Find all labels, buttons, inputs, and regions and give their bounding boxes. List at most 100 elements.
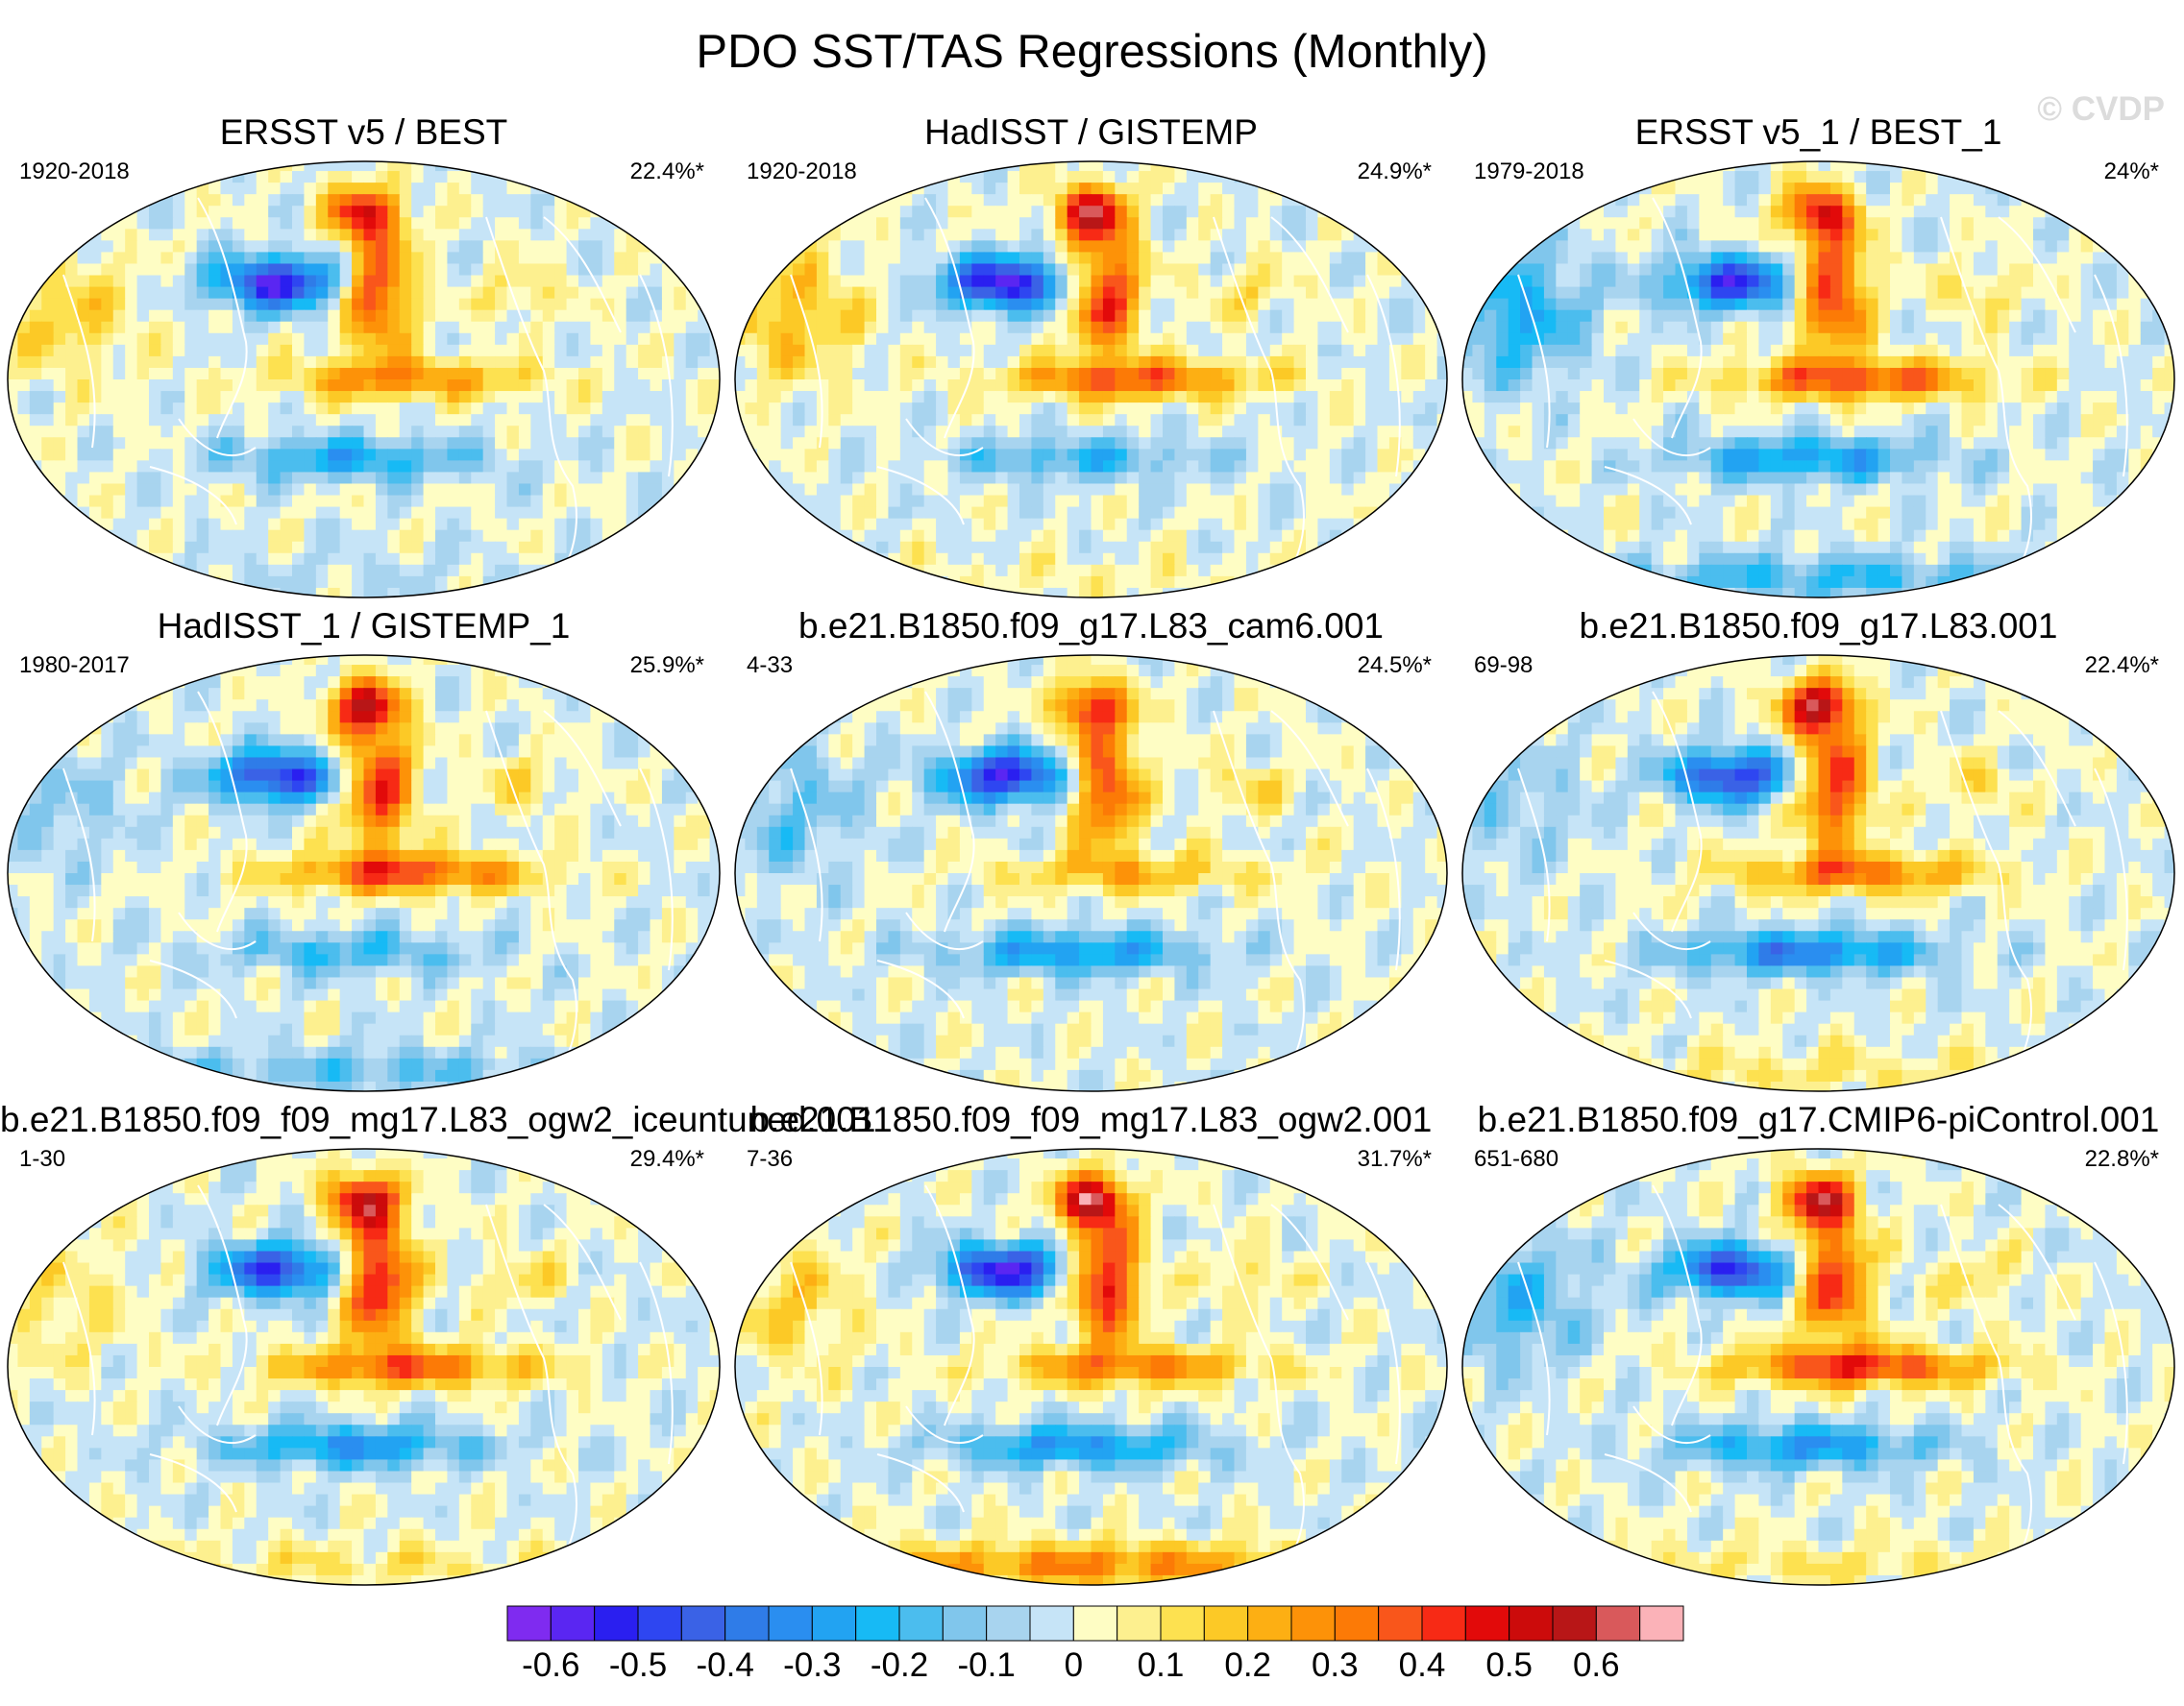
field-cell [1365, 449, 1379, 461]
field-cell [1842, 194, 1855, 207]
field-cell [172, 171, 185, 183]
field-cell [1306, 332, 1319, 346]
field-cell [745, 206, 758, 218]
field-cell [209, 518, 222, 531]
field-cell [495, 286, 508, 300]
field-cell [1150, 309, 1164, 323]
field-cell [447, 437, 460, 450]
field-cell [554, 472, 568, 485]
field-cell [936, 587, 949, 597]
field-cell [1401, 286, 1414, 300]
field-cell [1139, 321, 1152, 334]
field-cell [244, 414, 258, 426]
field-cell [804, 206, 818, 218]
field-cell [1341, 575, 1355, 589]
field-cell [435, 355, 449, 369]
field-cell [136, 575, 150, 589]
field-cell [1102, 518, 1116, 531]
field-cell [88, 194, 102, 207]
field-cell [482, 161, 496, 172]
field-cell [1055, 564, 1068, 577]
field-cell [244, 229, 258, 241]
field-cell [2140, 206, 2153, 218]
field-cell [136, 437, 150, 450]
field-cell [125, 552, 138, 566]
field-cell [8, 298, 19, 311]
field-cell [1234, 321, 1247, 334]
field-cell [1353, 460, 1366, 474]
field-cell [601, 402, 615, 415]
field-cell [41, 367, 55, 380]
field-cell [947, 367, 961, 380]
field-cell [328, 426, 341, 438]
field-cell [1401, 344, 1414, 357]
field-cell [756, 240, 770, 254]
field-cell [971, 541, 985, 554]
field-cell [196, 321, 209, 334]
field-cell [1102, 194, 1116, 207]
field-cell [816, 460, 829, 474]
field-cell [149, 564, 162, 577]
field-cell [614, 518, 627, 531]
field-cell [590, 402, 603, 415]
field-cell [1043, 217, 1056, 230]
field-cell [1198, 229, 1212, 241]
field-cell [685, 495, 699, 508]
field-cell [650, 541, 663, 554]
field-cell [423, 229, 436, 241]
field-cell [423, 263, 436, 277]
field-cell [112, 575, 126, 589]
field-cell [804, 309, 818, 323]
field-cell [936, 309, 949, 323]
field-cell [1282, 355, 1295, 369]
field-cell [888, 344, 901, 357]
field-cell [1401, 587, 1414, 597]
field-cell [411, 161, 425, 172]
field-cell [244, 240, 258, 254]
field-cell [530, 391, 544, 403]
field-cell [566, 529, 579, 543]
field-cell [590, 240, 603, 254]
field-cell [1306, 217, 1319, 230]
field-cell [735, 472, 747, 485]
field-cell [471, 183, 484, 195]
field-cell [888, 449, 901, 461]
field-cell [650, 449, 663, 461]
field-cell [101, 171, 114, 183]
field-cell [363, 402, 377, 415]
field-cell [41, 161, 55, 172]
field-cell [149, 483, 162, 497]
field-cell [590, 252, 603, 265]
field-cell [387, 286, 401, 300]
field-cell [793, 183, 806, 195]
field-cell [101, 414, 114, 426]
field-cell [363, 321, 377, 334]
field-cell [590, 321, 603, 334]
field-cell [1210, 379, 1223, 392]
field-cell [864, 321, 877, 334]
field-cell [375, 402, 388, 415]
field-cell [220, 298, 233, 311]
field-cell [1269, 379, 1283, 392]
panel-explained-variance: 24%* [2104, 158, 2159, 186]
field-cell [816, 161, 829, 172]
field-cell [1317, 240, 1331, 254]
field-cell [542, 414, 555, 426]
field-cell [530, 367, 544, 380]
field-cell [1734, 229, 1748, 241]
field-cell [304, 217, 317, 230]
field-cell [172, 275, 185, 288]
field-cell [399, 286, 412, 300]
field-cell [530, 506, 544, 520]
field-cell [495, 309, 508, 323]
field-cell [1293, 229, 1307, 241]
field-cell [1186, 495, 1199, 508]
field-cell [112, 240, 126, 254]
field-cell [471, 344, 484, 357]
field-cell [352, 587, 365, 597]
field-cell [1306, 472, 1319, 485]
field-cell [685, 391, 699, 403]
field-cell [268, 321, 282, 334]
field-cell [1532, 171, 1545, 183]
field-cell [1019, 426, 1033, 438]
